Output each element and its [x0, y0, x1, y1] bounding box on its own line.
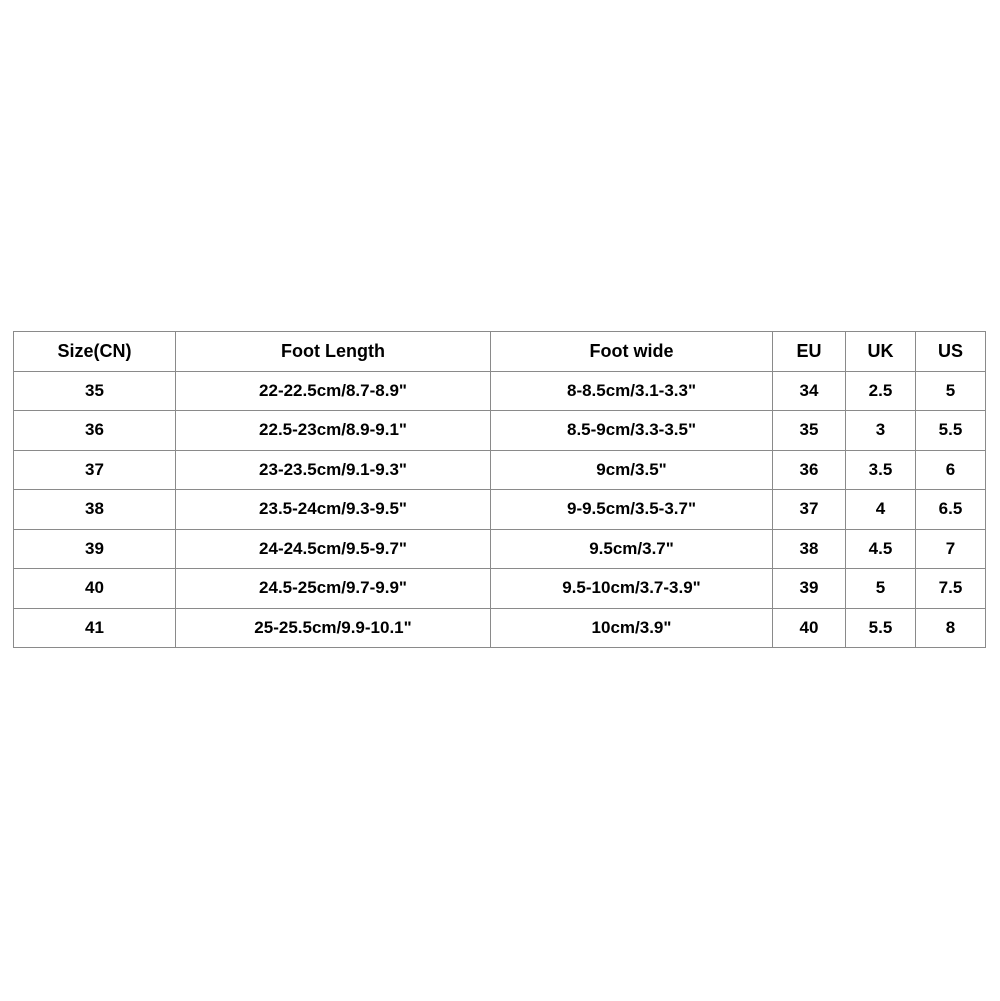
cell-uk: 5.5 — [845, 607, 916, 648]
cell-size-cn: 40 — [13, 568, 176, 609]
cell-size-cn: 35 — [13, 370, 176, 411]
cell-uk: 3.5 — [845, 449, 916, 490]
cell-size-cn: 36 — [13, 410, 176, 451]
cell-eu: 37 — [772, 489, 846, 530]
cell-foot-length: 25-25.5cm/9.9-10.1" — [175, 607, 491, 648]
cell-size-cn: 37 — [13, 449, 176, 490]
cell-uk: 5 — [845, 568, 916, 609]
cell-size-cn: 38 — [13, 489, 176, 530]
table-row: 41 25-25.5cm/9.9-10.1" 10cm/3.9" 40 5.5 … — [13, 607, 986, 648]
column-header-us: US — [915, 331, 986, 372]
cell-foot-wide: 9cm/3.5" — [490, 449, 773, 490]
column-header-foot-length: Foot Length — [175, 331, 491, 372]
cell-foot-wide: 9-9.5cm/3.5-3.7" — [490, 489, 773, 530]
cell-eu: 40 — [772, 607, 846, 648]
cell-uk: 4 — [845, 489, 916, 530]
cell-foot-length: 24-24.5cm/9.5-9.7" — [175, 528, 491, 569]
cell-foot-wide: 10cm/3.9" — [490, 607, 773, 648]
column-header-size-cn: Size(CN) — [13, 331, 176, 372]
cell-us: 6.5 — [915, 489, 986, 530]
cell-foot-wide: 9.5-10cm/3.7-3.9" — [490, 568, 773, 609]
size-chart-container: Size(CN) Foot Length Foot wide EU UK US … — [13, 331, 986, 648]
cell-eu: 34 — [772, 370, 846, 411]
cell-foot-length: 23.5-24cm/9.3-9.5" — [175, 489, 491, 530]
cell-uk: 4.5 — [845, 528, 916, 569]
size-chart-table: Size(CN) Foot Length Foot wide EU UK US … — [13, 331, 986, 648]
cell-us: 6 — [915, 449, 986, 490]
cell-us: 5 — [915, 370, 986, 411]
cell-eu: 35 — [772, 410, 846, 451]
cell-us: 8 — [915, 607, 986, 648]
cell-uk: 3 — [845, 410, 916, 451]
cell-foot-wide: 8.5-9cm/3.3-3.5" — [490, 410, 773, 451]
table-row: 40 24.5-25cm/9.7-9.9" 9.5-10cm/3.7-3.9" … — [13, 568, 986, 609]
table-row: 39 24-24.5cm/9.5-9.7" 9.5cm/3.7" 38 4.5 … — [13, 528, 986, 569]
cell-eu: 39 — [772, 568, 846, 609]
cell-eu: 38 — [772, 528, 846, 569]
cell-foot-length: 22.5-23cm/8.9-9.1" — [175, 410, 491, 451]
cell-foot-length: 22-22.5cm/8.7-8.9" — [175, 370, 491, 411]
cell-us: 5.5 — [915, 410, 986, 451]
cell-eu: 36 — [772, 449, 846, 490]
table-row: 36 22.5-23cm/8.9-9.1" 8.5-9cm/3.3-3.5" 3… — [13, 410, 986, 451]
table-header-row: Size(CN) Foot Length Foot wide EU UK US — [13, 331, 986, 372]
cell-size-cn: 41 — [13, 607, 176, 648]
cell-uk: 2.5 — [845, 370, 916, 411]
column-header-uk: UK — [845, 331, 916, 372]
table-row: 35 22-22.5cm/8.7-8.9" 8-8.5cm/3.1-3.3" 3… — [13, 370, 986, 411]
cell-foot-length: 23-23.5cm/9.1-9.3" — [175, 449, 491, 490]
cell-foot-length: 24.5-25cm/9.7-9.9" — [175, 568, 491, 609]
table-row: 38 23.5-24cm/9.3-9.5" 9-9.5cm/3.5-3.7" 3… — [13, 489, 986, 530]
cell-us: 7 — [915, 528, 986, 569]
cell-foot-wide: 9.5cm/3.7" — [490, 528, 773, 569]
cell-us: 7.5 — [915, 568, 986, 609]
table-row: 37 23-23.5cm/9.1-9.3" 9cm/3.5" 36 3.5 6 — [13, 449, 986, 490]
column-header-foot-wide: Foot wide — [490, 331, 773, 372]
column-header-eu: EU — [772, 331, 846, 372]
cell-size-cn: 39 — [13, 528, 176, 569]
cell-foot-wide: 8-8.5cm/3.1-3.3" — [490, 370, 773, 411]
